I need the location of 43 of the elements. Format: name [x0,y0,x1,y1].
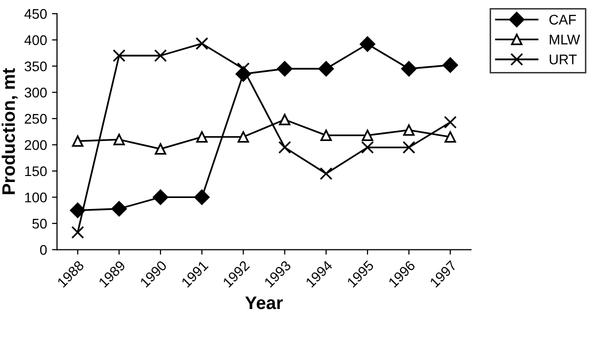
x-axis-title: Year [245,296,283,310]
y-tick-label: 300 [24,88,47,98]
point [194,190,210,205]
point [320,167,332,180]
y-tick-label: 250 [24,114,47,124]
legend-label: URT [550,54,577,64]
y-tick-label: 50 [32,218,47,229]
point [276,61,292,76]
y-tick-label: 150 [25,166,47,176]
y-tick-label: 100 [25,192,47,202]
point [402,141,416,154]
point [442,57,458,73]
legend-label: MLW [550,34,580,44]
point [196,37,208,50]
point [196,131,208,143]
y-tick-label: 450 [24,9,47,19]
point [113,134,125,146]
point [360,36,376,52]
point [154,49,167,62]
point [320,130,332,142]
point [72,135,84,147]
point [71,226,84,239]
point [403,124,415,136]
point [444,131,456,143]
point [279,114,290,126]
point [111,201,127,216]
y-tick-label: 400 [24,35,47,46]
point [361,141,374,154]
point [238,131,249,143]
point [112,49,126,62]
y-axis-title: Production, mt [2,68,18,194]
y-tick-label: 350 [24,61,47,72]
point [318,61,334,76]
point [152,190,168,205]
point [70,202,86,218]
point [401,61,417,76]
point [444,116,457,129]
point [278,141,292,154]
point [362,130,374,142]
point [154,143,166,155]
y-tick-label: 200 [24,140,47,150]
y-tick-label: 0 [40,244,47,255]
legend-label: CAF [549,14,576,25]
